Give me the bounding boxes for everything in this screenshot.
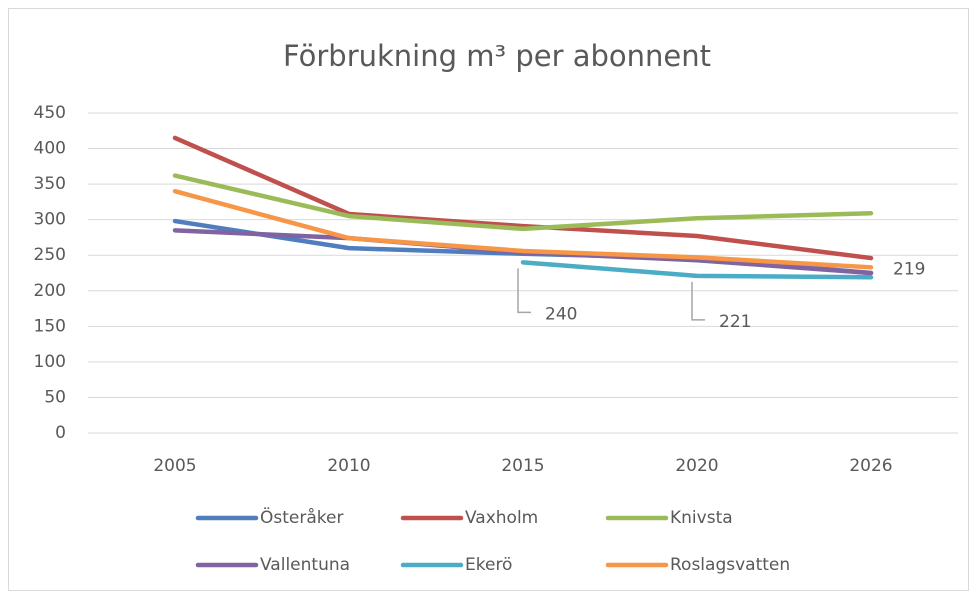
x-tick-label: 2005 [153,456,196,476]
chart-title: Förbrukning m³ per abonnent [283,39,711,73]
legend-label: Knivsta [670,508,733,528]
y-tick-label: 0 [55,423,66,443]
x-tick-label: 2020 [675,456,718,476]
legend-label: Vallentuna [260,555,350,575]
legend-label: Vaxholm [465,508,538,528]
data-label: 219 [893,259,925,279]
series-line [520,260,874,280]
x-tick-label: 2015 [501,456,544,476]
series-line [172,173,874,232]
data-label: 221 [719,312,751,332]
data-label: 240 [545,304,577,324]
leader-line [691,281,705,321]
x-tick-label: 2010 [327,456,370,476]
x-tick-label: 2026 [849,456,892,476]
y-tick-label: 250 [34,245,66,265]
chart-frame [8,8,969,591]
y-tick-label: 150 [34,316,66,336]
y-tick-label: 450 [34,103,66,123]
series-line [172,188,874,270]
series-line [172,135,874,261]
y-tick-label: 50 [44,387,66,407]
legend-label: Österåker [260,506,343,528]
y-tick-label: 350 [34,174,66,194]
leader-line [517,268,531,314]
y-tick-label: 100 [34,352,66,372]
y-tick-label: 200 [34,281,66,301]
legend-label: Roslagsvatten [670,555,790,575]
y-tick-label: 300 [34,210,66,230]
y-tick-label: 400 [34,139,66,159]
legend-label: Ekerö [465,555,512,575]
